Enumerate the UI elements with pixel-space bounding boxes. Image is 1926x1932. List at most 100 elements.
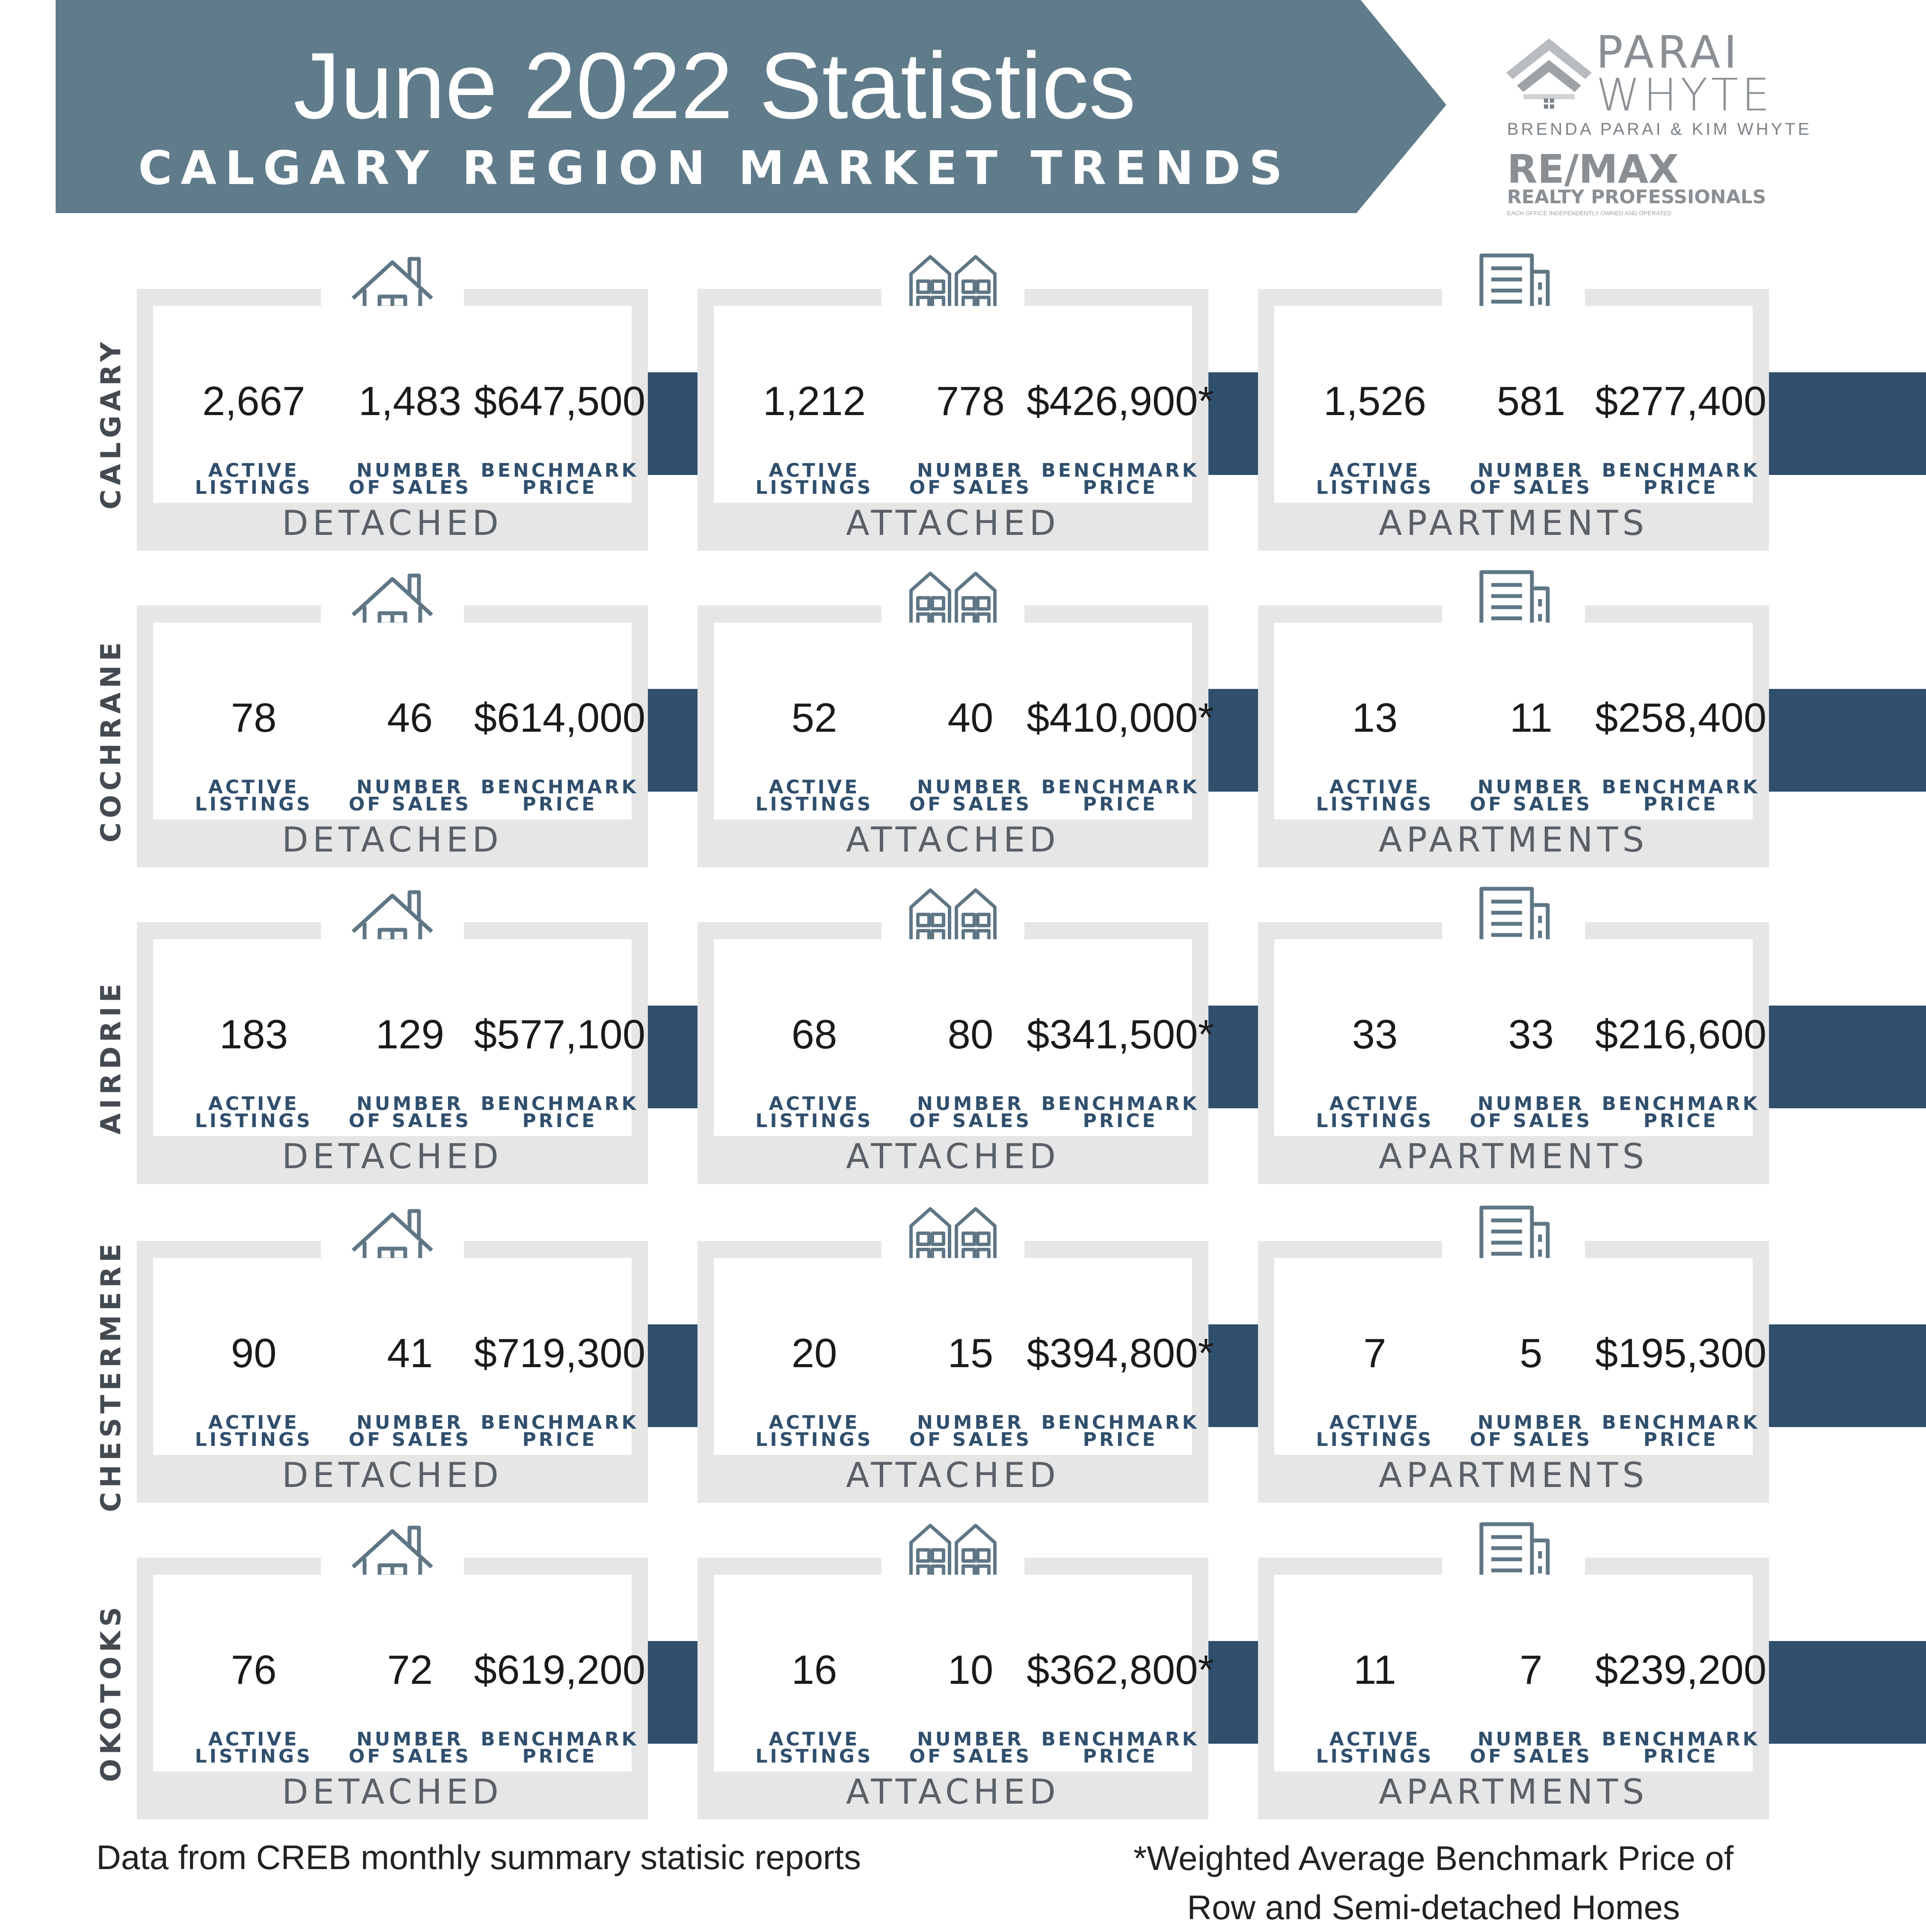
- stat-label-line: PRICE: [522, 1745, 597, 1767]
- stat-panel: 52 ACTIVE LISTINGS 40 NUMBER OF SALES $410,000…: [714, 623, 1214, 819]
- stat-label-line: NUMBER: [356, 776, 463, 798]
- connector-bar: [1769, 372, 1926, 475]
- stat-value-sales: 15: [947, 1330, 994, 1376]
- stat-label-line: ACTIVE: [769, 1728, 860, 1750]
- stat-label-line: LISTINGS: [195, 1745, 313, 1767]
- stat-label-line: OF SALES: [909, 477, 1032, 499]
- stat-card-apartments: 7 ACTIVE LISTINGS 5 NUMBER OF SALES $195,300 BE…: [1258, 1205, 1769, 1503]
- stat-label-line: NUMBER: [917, 1728, 1024, 1750]
- property-type-label: ATTACHED: [846, 503, 1060, 543]
- stat-label-active: ACTIVE LISTINGS: [755, 1095, 873, 1132]
- connector-bar: [648, 372, 697, 475]
- stat-label-sales: NUMBER OF SALES: [349, 460, 471, 497]
- region-name: COCHRANE: [95, 638, 127, 843]
- stat-label-sales: NUMBER OF SALES: [1469, 1730, 1593, 1767]
- stat-value-active: 90: [231, 1330, 277, 1376]
- stat-label-line: BENCHMARK: [1041, 460, 1199, 481]
- stat-label-line: PRICE: [1083, 1745, 1158, 1767]
- stat-value-price: $410,000*: [1027, 695, 1214, 741]
- stat-label-line: NUMBER: [356, 460, 463, 481]
- stat-card-apartments: 33 ACTIVE LISTINGS 33 NUMBER OF SALES $216,600…: [1258, 887, 1769, 1184]
- property-type-label: APARTMENTS: [1378, 1772, 1649, 1812]
- property-type-label: DETACHED: [282, 1137, 503, 1176]
- stat-value-active: 1,212: [763, 378, 866, 424]
- stat-label-line: NUMBER: [1478, 776, 1585, 798]
- property-type-label: APARTMENTS: [1378, 820, 1649, 860]
- logo-names: BRENDA PARAI & KIM WHYTE: [1507, 120, 1812, 139]
- stat-label-active: ACTIVE LISTINGS: [1316, 778, 1433, 814]
- stat-label-line: LISTINGS: [755, 793, 873, 815]
- stat-label-sales: NUMBER OF SALES: [1470, 461, 1592, 497]
- stat-label-active: ACTIVE LISTINGS: [1316, 1413, 1433, 1449]
- stat-label-line: LISTINGS: [755, 477, 873, 499]
- stat-card-detached: 2,667 ACTIVE LISTINGS 1,483 NUMBER OF SALES $6…: [137, 257, 648, 551]
- stat-value-price: $619,200: [474, 1647, 646, 1693]
- stat-label-active: ACTIVE LISTINGS: [195, 776, 313, 815]
- stat-label-sales: NUMBER OF SALES: [349, 1095, 471, 1131]
- stat-label-line: OF SALES: [348, 1745, 472, 1767]
- stat-label-line: OF SALES: [348, 1429, 472, 1451]
- stat-value-sales: 10: [947, 1647, 994, 1693]
- stat-panel: 13 ACTIVE LISTINGS 11 NUMBER OF SALES $258,400…: [1274, 623, 1766, 819]
- stat-label-active: ACTIVE LISTINGS: [1316, 1730, 1433, 1766]
- stat-card-attached: 16 ACTIVE LISTINGS 10 NUMBER OF SALES $362,800…: [697, 1524, 1214, 1819]
- stat-label-line: OF SALES: [909, 1745, 1032, 1767]
- stat-label-line: LISTINGS: [195, 793, 313, 815]
- stat-value-active: 52: [791, 695, 837, 741]
- stat-label-price: BENCHMARK PRICE: [1602, 778, 1760, 814]
- stat-label-line: PRICE: [1643, 1745, 1718, 1767]
- stat-label-line: OF SALES: [909, 1110, 1032, 1132]
- stat-panel: 20 ACTIVE LISTINGS 15 NUMBER OF SALES $394,800…: [714, 1258, 1214, 1455]
- stat-value-sales: 1,483: [358, 378, 462, 424]
- stat-value-sales: 40: [947, 695, 994, 741]
- region-row-calgary: CALGARY 2,667 ACTIVE LISTINGS 1,483 NUMBER OF…: [0, 248, 1926, 565]
- stat-panel: 1,526 ACTIVE LISTINGS 581 NUMBER OF SALES $277…: [1274, 306, 1766, 503]
- stat-card-attached: 68 ACTIVE LISTINGS 80 NUMBER OF SALES $341,500…: [697, 888, 1214, 1184]
- stat-value-sales: 46: [387, 695, 433, 741]
- stat-label-line: LISTINGS: [755, 1429, 873, 1451]
- stat-value-active: 68: [791, 1012, 837, 1057]
- stat-panel: 7 ACTIVE LISTINGS 5 NUMBER OF SALES $195,300 BE…: [1274, 1258, 1766, 1455]
- stat-value-price: $647,500: [474, 378, 646, 424]
- stat-value-active: 183: [219, 1012, 288, 1057]
- stat-label-price: BENCHMARK PRICE: [481, 1730, 638, 1767]
- stat-value-active: 16: [791, 1647, 837, 1693]
- stat-value-sales: 80: [947, 1012, 994, 1057]
- stat-label-price: BENCHMARK PRICE: [481, 461, 638, 497]
- stat-card-apartments: 13 ACTIVE LISTINGS 11 NUMBER OF SALES $258,400…: [1258, 570, 1769, 867]
- stat-label-line: ACTIVE: [769, 776, 860, 798]
- stat-label-line: BENCHMARK: [1041, 1412, 1199, 1433]
- stat-label-line: OF SALES: [1469, 1745, 1593, 1767]
- connector-bar: [1208, 1324, 1258, 1427]
- stat-label-sales: NUMBER OF SALES: [909, 1728, 1032, 1767]
- stat-value-active: 20: [791, 1330, 837, 1376]
- logo-remax: RE/MAX: [1507, 146, 1679, 192]
- stat-label-line: ACTIVE: [208, 1093, 300, 1115]
- property-type-label: ATTACHED: [846, 1772, 1060, 1812]
- connector-bar: [1769, 1641, 1926, 1744]
- stat-label-line: OF SALES: [1469, 793, 1593, 815]
- stat-label-active: ACTIVE LISTINGS: [1316, 1095, 1434, 1132]
- stat-label-price: BENCHMARK PRICE: [1041, 1412, 1199, 1449]
- page-subtitle: CALGARY REGION MARKET TRENDS: [138, 142, 1291, 195]
- stat-label-line: LISTINGS: [755, 1110, 873, 1132]
- stat-label-line: PRICE: [1643, 477, 1718, 499]
- stat-value-price: $216,600: [1595, 1012, 1767, 1057]
- stat-label-line: LISTINGS: [1316, 1110, 1434, 1132]
- stat-label-active: ACTIVE LISTINGS: [1316, 461, 1433, 497]
- stat-label-price: BENCHMARK PRICE: [481, 1413, 638, 1449]
- stat-value-price: $341,500*: [1027, 1012, 1214, 1057]
- stat-card-apartments: 1,526 ACTIVE LISTINGS 581 NUMBER OF SALES $277…: [1258, 253, 1769, 551]
- stat-label-line: BENCHMARK: [1602, 1728, 1760, 1750]
- stat-label-line: ACTIVE: [208, 776, 300, 798]
- price-footnote: *Weighted Average Benchmark Price of Row…: [1113, 1834, 1754, 1932]
- stat-card-attached: 1,212 ACTIVE LISTINGS 778 NUMBER OF SALES $426…: [697, 255, 1214, 551]
- stat-panel: 2,667 ACTIVE LISTINGS 1,483 NUMBER OF SALES $6…: [153, 306, 645, 503]
- stat-label-price: BENCHMARK PRICE: [1041, 1095, 1199, 1131]
- stat-label-line: NUMBER: [356, 1412, 463, 1433]
- stat-label-sales: NUMBER OF SALES: [909, 461, 1032, 499]
- stat-label-price: BENCHMARK PRICE: [1602, 1095, 1760, 1131]
- stat-card-attached: 52 ACTIVE LISTINGS 40 NUMBER OF SALES $410,000…: [697, 572, 1214, 867]
- logo-fine-print: EACH OFFICE INDEPENDENTLY OWNED AND OPER…: [1507, 210, 1672, 217]
- region-name: OKOTOKS: [95, 1603, 127, 1782]
